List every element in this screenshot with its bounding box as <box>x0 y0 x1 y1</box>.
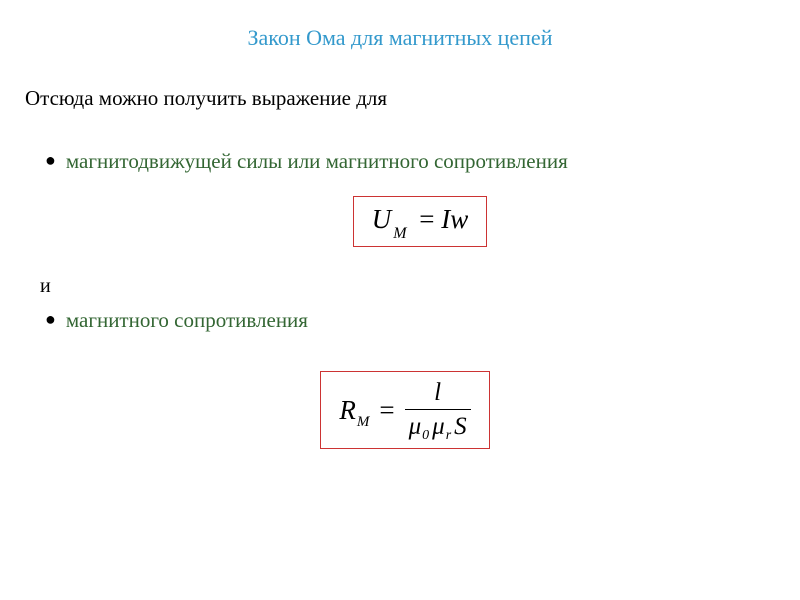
bullet-text-2: магнитного сопротивления <box>66 308 308 333</box>
formula-1-box: UM = Iw <box>353 196 488 247</box>
sub-r: r <box>446 428 451 444</box>
formula-lhs: RM <box>339 395 369 426</box>
formula-sub-M1: M <box>393 225 406 242</box>
bullet-list-2: ● магнитного сопротивления <box>45 308 800 333</box>
formula-denominator: μ0μrS <box>405 410 471 441</box>
formula-R: R <box>339 395 356 426</box>
formula-fraction: l μ0μrS <box>405 379 471 441</box>
mu-1: μ <box>409 413 422 441</box>
formula-sub-M2: M <box>357 414 370 431</box>
mu-2: μ <box>432 413 445 441</box>
formula-equals-1: = <box>413 204 442 234</box>
bullet-item-2: ● магнитного сопротивления <box>45 308 800 333</box>
and-text: и <box>40 275 800 298</box>
intro-text: Отсюда можно получить выражение для <box>25 86 800 111</box>
formula-2-container: RM = l μ0μrS <box>10 371 800 449</box>
bullet-marker: ● <box>45 149 56 172</box>
formula-U: U <box>372 204 392 234</box>
bullet-text-1: магнитодвижущей силы или магнитного сопр… <box>66 149 568 174</box>
formula-equals-2: = <box>379 395 394 426</box>
formula-mmf: UM = Iw <box>372 204 469 234</box>
formula-Iw: Iw <box>441 204 468 234</box>
formula-S: S <box>454 413 467 441</box>
sub-0: 0 <box>422 428 429 444</box>
formula-2-box: RM = l μ0μrS <box>320 371 489 449</box>
formula-numerator: l <box>430 379 445 409</box>
page-title: Закон Ома для магнитных цепей <box>0 0 800 51</box>
bullet-marker-2: ● <box>45 308 56 331</box>
bullet-item-1: ● магнитодвижущей силы или магнитного со… <box>45 149 800 174</box>
formula-1-container: UM = Iw <box>40 196 800 247</box>
bullet-list: ● магнитодвижущей силы или магнитного со… <box>45 149 800 174</box>
formula-reluctance: RM = l μ0μrS <box>339 379 470 441</box>
